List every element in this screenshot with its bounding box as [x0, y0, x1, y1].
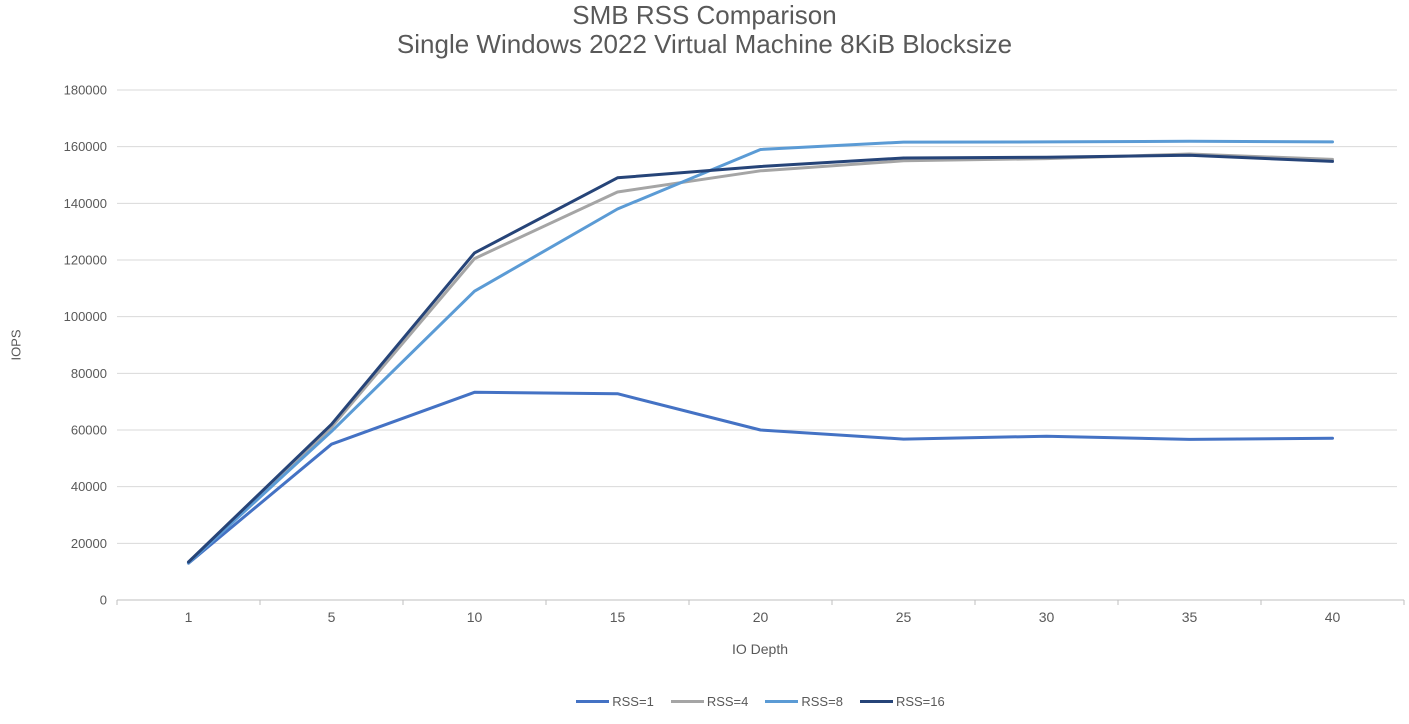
legend: RSS=1 RSS=4 RSS=8 RSS=16 — [117, 694, 1404, 709]
legend-item-rss-4: RSS=4 — [670, 694, 749, 709]
series-line-rss-8 — [187, 139, 1334, 565]
legend-label: RSS=4 — [706, 694, 749, 709]
series-line-rss-16 — [187, 153, 1334, 564]
x-tick-label: 5 — [328, 609, 336, 625]
y-axis-title: IOPS — [8, 329, 24, 361]
y-tick-label: 60000 — [71, 423, 107, 438]
y-tick-label: 180000 — [64, 83, 107, 98]
x-tick-label: 10 — [467, 609, 483, 625]
chart-subtitle: Single Windows 2022 Virtual Machine 8KiB… — [396, 29, 1013, 59]
x-tick-label: 40 — [1325, 609, 1341, 625]
series-line-rss-1 — [187, 390, 1334, 565]
chart-title: SMB RSS Comparison — [572, 0, 837, 30]
legend-line-swatch — [859, 700, 893, 703]
chart-title-block: SMB RSS Comparison Single Windows 2022 V… — [0, 1, 1409, 59]
y-tick-label: 160000 — [64, 139, 107, 154]
y-tick-label: 120000 — [64, 253, 107, 268]
y-tick-label: 0 — [100, 593, 107, 608]
x-tick-label: 35 — [1182, 609, 1198, 625]
x-axis-title: IO Depth — [731, 641, 789, 657]
y-tick-label: 20000 — [71, 536, 107, 551]
series-line-rss-4 — [187, 152, 1334, 565]
y-tick-label: 100000 — [64, 309, 107, 324]
y-tick-label: 140000 — [64, 196, 107, 211]
x-tick-label: 20 — [753, 609, 769, 625]
legend-item-rss-8: RSS=8 — [765, 694, 843, 709]
legend-label: RSS=8 — [801, 694, 843, 709]
legend-line-swatch — [765, 700, 799, 703]
legend-label: RSS=1 — [612, 694, 654, 709]
legend-label: RSS=16 — [895, 694, 945, 709]
x-tick-label: 25 — [896, 609, 912, 625]
x-tick-label: 1 — [185, 609, 193, 625]
legend-line-swatch — [670, 700, 704, 703]
x-tick-label: 15 — [610, 609, 626, 625]
x-tick-label: 30 — [1039, 609, 1055, 625]
y-tick-label: 80000 — [71, 366, 107, 381]
y-tick-label: 40000 — [71, 479, 107, 494]
legend-item-rss-1: RSS=1 — [576, 694, 654, 709]
legend-item-rss-16: RSS=16 — [859, 694, 945, 709]
legend-line-swatch — [576, 700, 610, 703]
